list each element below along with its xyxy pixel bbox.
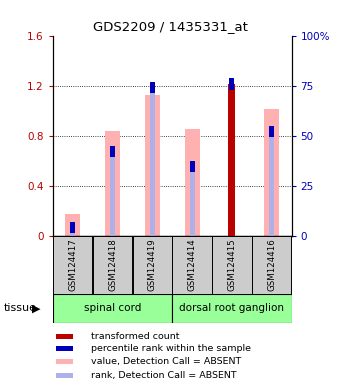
Text: spinal cord: spinal cord bbox=[84, 303, 141, 313]
Text: transformed count: transformed count bbox=[90, 332, 179, 341]
Bar bbox=[269, 126, 274, 137]
Bar bbox=[133, 236, 172, 294]
Bar bbox=[110, 146, 115, 157]
Bar bbox=[56, 372, 73, 378]
Bar bbox=[229, 78, 235, 89]
Text: value, Detection Call = ABSENT: value, Detection Call = ABSENT bbox=[90, 357, 241, 366]
Bar bbox=[150, 82, 155, 93]
Bar bbox=[70, 227, 75, 236]
Bar bbox=[53, 294, 172, 323]
Text: tissue: tissue bbox=[3, 303, 36, 313]
Bar bbox=[145, 95, 160, 236]
Bar bbox=[173, 236, 212, 294]
Text: GDS2209 / 1435331_at: GDS2209 / 1435331_at bbox=[93, 20, 248, 33]
Bar bbox=[56, 334, 73, 339]
Text: GSM124418: GSM124418 bbox=[108, 238, 117, 291]
Text: GSM124419: GSM124419 bbox=[148, 238, 157, 291]
Bar bbox=[105, 131, 120, 236]
Text: percentile rank within the sample: percentile rank within the sample bbox=[90, 344, 251, 353]
Bar bbox=[150, 88, 155, 236]
Bar bbox=[190, 161, 195, 172]
Bar bbox=[93, 236, 132, 294]
Text: GSM124416: GSM124416 bbox=[267, 238, 276, 291]
Bar bbox=[56, 359, 73, 364]
Bar bbox=[184, 129, 200, 236]
Bar bbox=[56, 346, 73, 351]
Bar bbox=[252, 236, 291, 294]
Bar bbox=[264, 109, 279, 236]
Text: GSM124417: GSM124417 bbox=[68, 238, 77, 291]
Bar bbox=[269, 131, 274, 236]
Bar bbox=[53, 236, 92, 294]
Text: rank, Detection Call = ABSENT: rank, Detection Call = ABSENT bbox=[90, 371, 236, 380]
Bar bbox=[228, 84, 235, 236]
Bar bbox=[190, 166, 195, 236]
Text: GSM124415: GSM124415 bbox=[227, 238, 236, 291]
Bar bbox=[172, 294, 292, 323]
Bar bbox=[70, 222, 75, 233]
Text: ▶: ▶ bbox=[32, 303, 40, 313]
Bar bbox=[110, 151, 115, 236]
Text: dorsal root ganglion: dorsal root ganglion bbox=[179, 303, 284, 313]
Bar bbox=[65, 214, 80, 236]
Text: GSM124414: GSM124414 bbox=[188, 238, 197, 291]
Bar bbox=[212, 236, 252, 294]
